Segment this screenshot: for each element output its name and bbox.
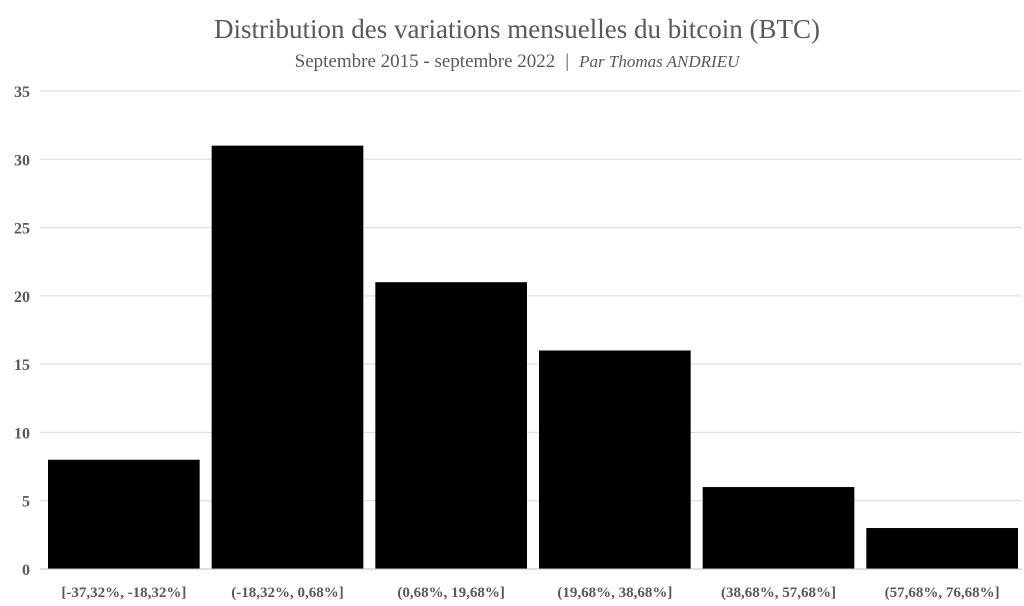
x-tick-label: (0,68%, 19,68%] xyxy=(397,585,505,601)
bar xyxy=(866,528,1018,569)
y-tick-label: 30 xyxy=(14,152,30,169)
bar xyxy=(211,145,364,569)
bar xyxy=(539,350,691,569)
chart-subtitle: Septembre 2015 - septembre 2022 | Par Thom… xyxy=(295,51,741,72)
y-tick-label: 35 xyxy=(14,84,30,101)
subtitle-credit: Par Thomas ANDRIEU xyxy=(578,52,741,71)
subtitle-period: Septembre 2015 - septembre 2022 xyxy=(295,51,556,72)
y-tick-label: 10 xyxy=(14,425,30,442)
y-axis-ticks: 0 5 10 15 20 25 30 35 xyxy=(14,84,30,579)
bar xyxy=(48,459,200,569)
x-tick-label: (38,68%, 57,68%] xyxy=(721,585,836,601)
bar xyxy=(375,282,527,569)
x-tick-label: (19,68%, 38,68%] xyxy=(557,585,672,601)
y-tick-label: 0 xyxy=(22,562,30,579)
bars xyxy=(48,145,1018,569)
y-tick-label: 5 xyxy=(22,494,30,511)
bar xyxy=(702,487,855,569)
chart-title: Distribution des variations mensuelles d… xyxy=(214,14,820,44)
x-tick-label: (57,68%, 76,68%] xyxy=(885,585,1000,601)
subtitle-separator: | xyxy=(565,51,569,72)
y-tick-label: 25 xyxy=(14,221,30,238)
x-tick-label: (-18,32%, 0,68%] xyxy=(231,585,344,601)
gridlines xyxy=(40,90,1022,502)
x-axis-ticks: [-37,32%, -18,32%] (-18,32%, 0,68%] (0,68%… xyxy=(61,585,999,601)
x-tick-label: [-37,32%, -18,32%] xyxy=(61,585,186,601)
y-tick-label: 20 xyxy=(14,289,30,306)
y-tick-label: 15 xyxy=(14,357,30,374)
